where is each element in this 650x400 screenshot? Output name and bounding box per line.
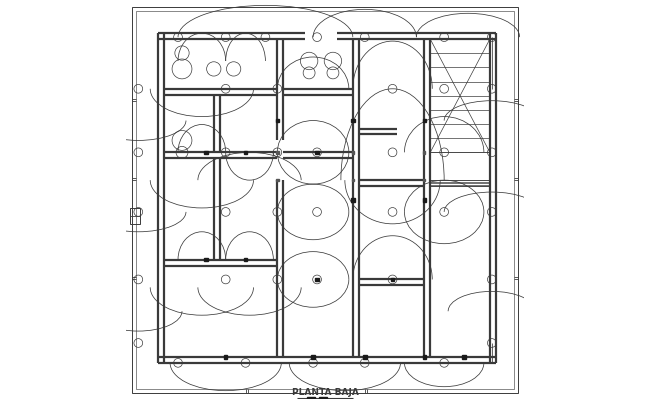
Bar [307, 397, 315, 400]
Bar [352, 151, 354, 154]
Bar [422, 119, 426, 122]
Bar [276, 151, 278, 154]
Bar [315, 150, 319, 154]
Text: PLANTA BAJA: PLANTA BAJA [292, 388, 358, 398]
Bar [423, 179, 426, 181]
Bar [204, 150, 207, 154]
Bar [363, 355, 367, 359]
Bar [352, 179, 354, 181]
Bar [224, 355, 228, 359]
Bar [430, 180, 490, 186]
Bar [315, 278, 319, 281]
Bar [244, 258, 248, 261]
Bar [422, 198, 426, 202]
Bar [276, 179, 278, 181]
Bar [391, 278, 395, 281]
Bar [351, 198, 355, 202]
Bar [423, 151, 426, 154]
Bar [351, 119, 355, 122]
Bar [204, 258, 207, 261]
Bar [311, 355, 315, 359]
Bar [462, 355, 466, 359]
Bar [430, 39, 490, 152]
Bar [244, 150, 248, 154]
Bar [131, 208, 140, 224]
Bar [422, 355, 426, 359]
Bar [319, 397, 327, 400]
Bar [276, 119, 279, 122]
